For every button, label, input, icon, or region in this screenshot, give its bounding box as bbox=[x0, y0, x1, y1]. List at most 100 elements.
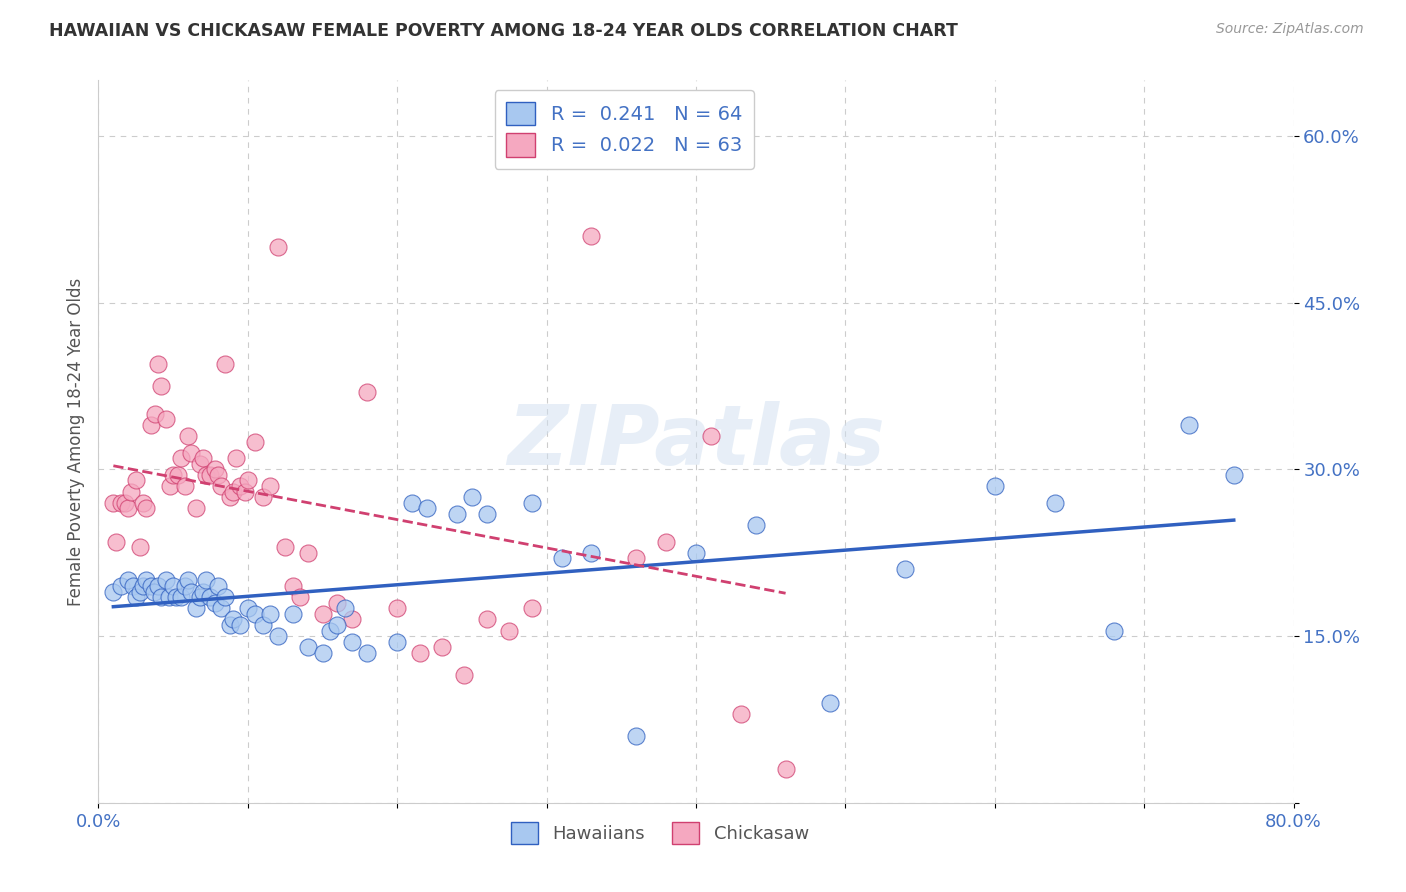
Point bbox=[225, 451, 247, 466]
Point bbox=[245, 607, 267, 621]
Point bbox=[685, 546, 707, 560]
Point bbox=[446, 507, 468, 521]
Point bbox=[319, 624, 342, 638]
Point bbox=[333, 601, 356, 615]
Point bbox=[169, 451, 191, 466]
Point bbox=[281, 579, 304, 593]
Point bbox=[103, 496, 125, 510]
Point bbox=[745, 517, 768, 532]
Point bbox=[180, 445, 202, 459]
Point bbox=[117, 501, 139, 516]
Point bbox=[214, 357, 236, 371]
Point bbox=[894, 562, 917, 576]
Point bbox=[550, 123, 572, 137]
Point bbox=[157, 590, 180, 604]
Point bbox=[184, 601, 207, 615]
Point bbox=[550, 551, 572, 566]
Point bbox=[229, 618, 252, 632]
Point bbox=[188, 457, 211, 471]
Point bbox=[520, 601, 543, 615]
Point bbox=[209, 479, 232, 493]
Point bbox=[700, 429, 723, 443]
Point bbox=[155, 574, 177, 588]
Point bbox=[150, 379, 173, 393]
Point bbox=[775, 763, 797, 777]
Point bbox=[475, 507, 498, 521]
Point bbox=[1178, 417, 1201, 432]
Point bbox=[222, 484, 245, 499]
Point bbox=[207, 467, 229, 482]
Point bbox=[326, 596, 349, 610]
Text: HAWAIIAN VS CHICKASAW FEMALE POVERTY AMONG 18-24 YEAR OLDS CORRELATION CHART: HAWAIIAN VS CHICKASAW FEMALE POVERTY AMO… bbox=[49, 22, 957, 40]
Point bbox=[219, 490, 242, 504]
Point bbox=[204, 462, 226, 476]
Point bbox=[165, 590, 187, 604]
Point bbox=[461, 490, 484, 504]
Point bbox=[498, 624, 520, 638]
Point bbox=[356, 646, 378, 660]
Point bbox=[356, 384, 378, 399]
Point bbox=[267, 240, 290, 254]
Point bbox=[110, 496, 132, 510]
Point bbox=[252, 618, 274, 632]
Point bbox=[259, 607, 281, 621]
Point bbox=[110, 579, 132, 593]
Point bbox=[114, 496, 136, 510]
Point bbox=[385, 601, 409, 615]
Point bbox=[984, 479, 1007, 493]
Point bbox=[730, 706, 752, 721]
Point bbox=[143, 407, 166, 421]
Text: Source: ZipAtlas.com: Source: ZipAtlas.com bbox=[1216, 22, 1364, 37]
Point bbox=[132, 496, 155, 510]
Point bbox=[1104, 624, 1126, 638]
Point bbox=[281, 607, 304, 621]
Point bbox=[159, 479, 181, 493]
Point bbox=[416, 501, 439, 516]
Point bbox=[236, 601, 259, 615]
Point bbox=[162, 467, 184, 482]
Point bbox=[200, 467, 222, 482]
Point bbox=[820, 696, 842, 710]
Point bbox=[655, 534, 678, 549]
Point bbox=[326, 618, 349, 632]
Point bbox=[132, 579, 155, 593]
Point bbox=[1043, 496, 1066, 510]
Point bbox=[135, 574, 157, 588]
Point bbox=[142, 584, 165, 599]
Point bbox=[139, 417, 162, 432]
Point bbox=[475, 612, 498, 626]
Point bbox=[453, 668, 475, 682]
Point bbox=[222, 612, 245, 626]
Point bbox=[174, 479, 197, 493]
Point bbox=[204, 596, 226, 610]
Point bbox=[207, 579, 229, 593]
Point bbox=[408, 646, 430, 660]
Point bbox=[297, 546, 319, 560]
Point bbox=[139, 579, 162, 593]
Point bbox=[169, 590, 191, 604]
Point bbox=[233, 484, 256, 499]
Point bbox=[581, 546, 603, 560]
Point bbox=[129, 540, 152, 554]
Point bbox=[121, 579, 143, 593]
Point bbox=[311, 607, 333, 621]
Point bbox=[148, 579, 170, 593]
Point bbox=[229, 479, 252, 493]
Point bbox=[385, 634, 409, 648]
Point bbox=[125, 590, 148, 604]
Point bbox=[430, 640, 453, 655]
Point bbox=[155, 412, 177, 426]
Point bbox=[342, 634, 364, 648]
Point bbox=[150, 590, 173, 604]
Point bbox=[1223, 467, 1246, 482]
Legend: Hawaiians, Chickasaw: Hawaiians, Chickasaw bbox=[503, 815, 817, 852]
Point bbox=[177, 574, 200, 588]
Point bbox=[184, 501, 207, 516]
Point bbox=[117, 574, 139, 588]
Point bbox=[274, 540, 297, 554]
Point bbox=[401, 496, 423, 510]
Point bbox=[288, 590, 311, 604]
Point bbox=[188, 590, 211, 604]
Point bbox=[209, 601, 232, 615]
Point bbox=[581, 228, 603, 243]
